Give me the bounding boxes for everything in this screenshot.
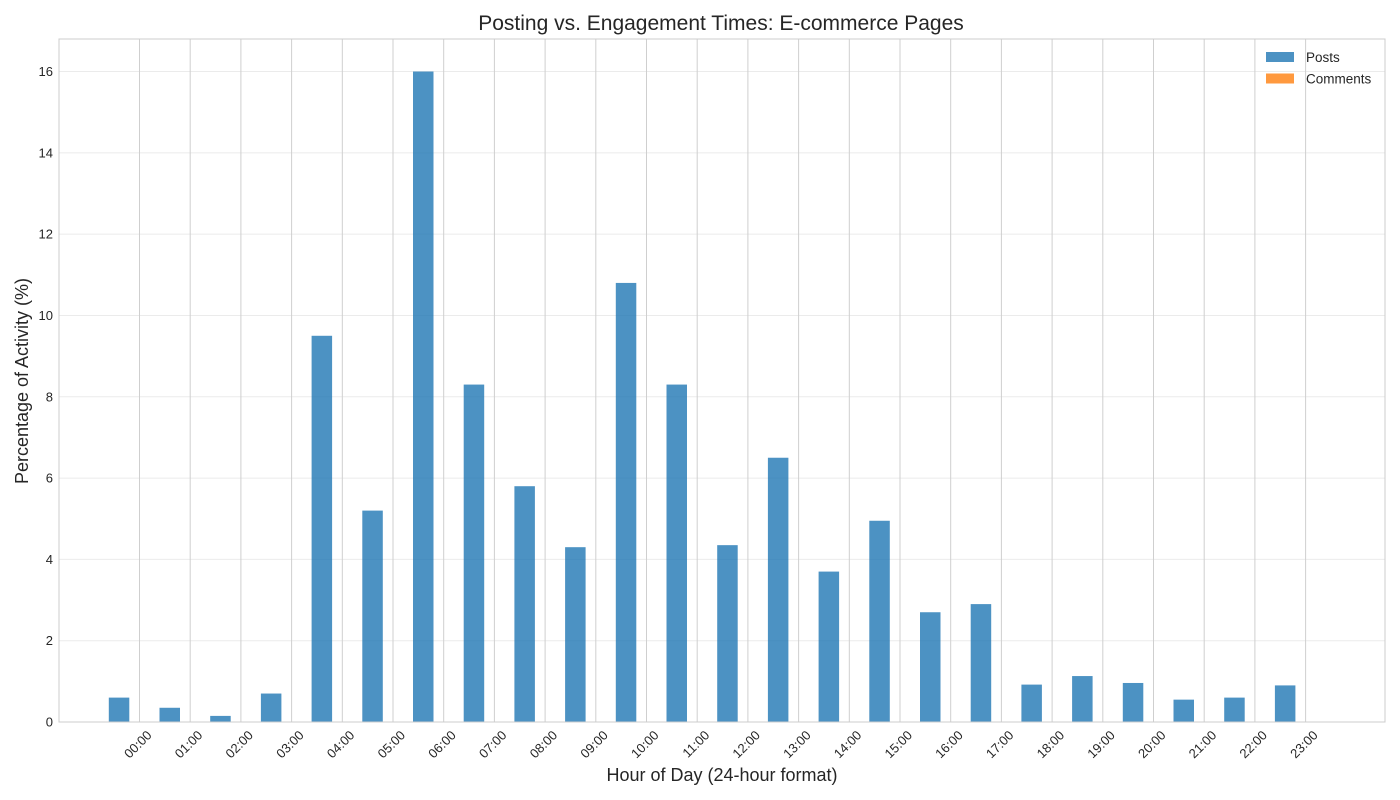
bar-posts-2200	[1224, 697, 1245, 722]
y-tick-labels: 0 2 4 6 8 10 12 14 16	[39, 64, 53, 729]
y-tick-label: 14	[39, 145, 53, 160]
y-tick-label: 0	[46, 715, 53, 730]
bar-posts-1400	[818, 571, 840, 722]
bar-posts-0100	[159, 707, 180, 722]
bar-posts-0600	[413, 71, 434, 723]
bar-posts-1500	[869, 520, 890, 722]
bar-posts-1300	[767, 457, 789, 722]
legend-swatch-comments	[1266, 73, 1294, 84]
bar-posts-1100	[666, 384, 687, 722]
gridlines	[59, 39, 1385, 723]
y-tick-label: 8	[46, 389, 53, 404]
bar-posts-1200	[717, 545, 738, 722]
y-tick-label: 2	[46, 633, 53, 648]
bar-posts-2100	[1173, 699, 1194, 722]
legend: Posts Comments	[1266, 50, 1372, 87]
bar-posts-0400	[311, 335, 333, 722]
bars	[108, 71, 1296, 723]
bar-posts-0800	[514, 486, 535, 722]
bar-posts-0300	[260, 693, 282, 722]
y-axis-label: Percentage of Activity (%)	[12, 278, 32, 484]
bar-posts-0500	[362, 510, 383, 722]
bar-posts-0000	[108, 697, 130, 722]
bar-posts-2300	[1274, 685, 1296, 722]
bar-posts-0200	[210, 715, 231, 722]
bar-posts-1600	[920, 612, 941, 722]
plot-frame	[58, 38, 1386, 723]
legend-swatch-posts	[1266, 52, 1294, 62]
y-tick-label: 6	[46, 471, 53, 486]
legend-label-posts: Posts	[1306, 50, 1340, 65]
bar-posts-2000	[1122, 682, 1144, 722]
y-tick-label: 16	[39, 64, 53, 79]
bar-posts-0900	[565, 547, 586, 722]
bar-posts-1700	[970, 604, 992, 722]
y-tick-label: 4	[46, 552, 53, 567]
y-tick-label: 10	[39, 308, 53, 323]
bar-posts-1000	[615, 282, 637, 722]
chart-title: Posting vs. Engagement Times: E-commerce…	[478, 12, 964, 35]
bar-posts-1800	[1021, 684, 1042, 722]
x-axis-label: Hour of Day (24-hour format)	[606, 765, 837, 785]
bar-posts-1900	[1072, 676, 1093, 722]
bar-posts-0700	[463, 384, 485, 722]
legend-label-comments: Comments	[1306, 72, 1372, 87]
y-tick-label: 12	[39, 227, 53, 242]
